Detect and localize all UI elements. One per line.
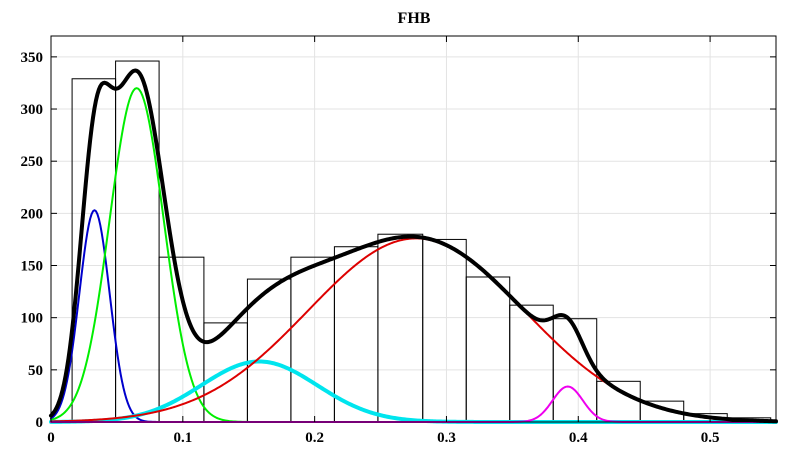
histogram-bar xyxy=(509,304,554,423)
histogram-bar xyxy=(596,380,641,423)
y-tick-label: 150 xyxy=(21,259,44,275)
x-tick-label: 0.3 xyxy=(437,430,456,446)
y-tick-label: 300 xyxy=(21,102,44,118)
plot-frame xyxy=(50,35,777,423)
density-curves xyxy=(49,68,778,424)
x-tick-label: 0.5 xyxy=(701,430,720,446)
x-tick-label: 0.1 xyxy=(173,430,192,446)
component-curve-2 xyxy=(49,359,778,424)
y-tick-label: 50 xyxy=(28,363,43,379)
component-curve-4 xyxy=(50,385,777,423)
component-curve-0 xyxy=(50,209,777,423)
y-axis: 0 50 100 150 200 250 300 350 xyxy=(21,50,776,431)
histogram-bar xyxy=(290,256,335,423)
x-axis: 0 0.1 0.2 0.3 0.4 0.5 xyxy=(47,36,719,446)
histogram-bar xyxy=(465,276,511,423)
histogram-bars xyxy=(71,60,772,423)
x-tick-label: 0.2 xyxy=(305,430,324,446)
x-tick-label: 0 xyxy=(47,430,55,446)
component-curve-1 xyxy=(50,87,777,423)
y-tick-label: 350 xyxy=(21,50,44,66)
grid xyxy=(50,36,776,423)
x-tick-label: 0.4 xyxy=(569,430,588,446)
chart-title: FHB xyxy=(398,10,431,27)
histogram-bar xyxy=(422,238,467,423)
total-density-curve xyxy=(49,68,778,424)
histogram-bar xyxy=(333,246,379,423)
histogram-bar xyxy=(377,233,424,423)
histogram-bar xyxy=(552,318,598,423)
y-tick-label: 0 xyxy=(36,415,44,431)
y-tick-label: 100 xyxy=(21,311,44,327)
y-tick-label: 200 xyxy=(21,206,44,222)
y-tick-label: 250 xyxy=(21,154,44,170)
